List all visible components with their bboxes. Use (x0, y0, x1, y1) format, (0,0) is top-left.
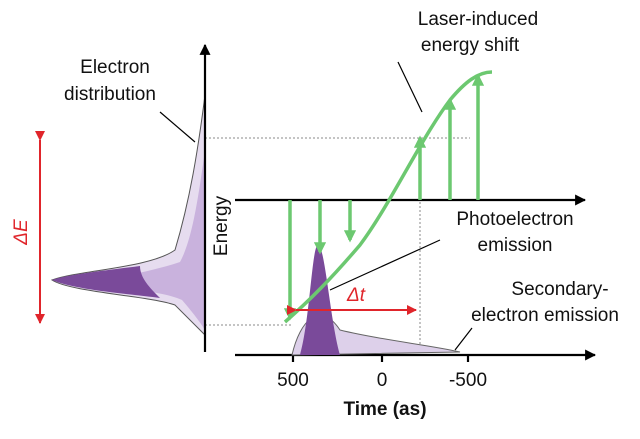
shift-arrows (283, 73, 485, 321)
photo-peak (300, 245, 340, 355)
axis-title: Time (as) (343, 399, 426, 420)
label: electron emission (471, 305, 619, 326)
tick-label: 500 (277, 370, 309, 391)
tick-label: 0 (377, 370, 388, 391)
label: Electron (80, 57, 150, 78)
energy-shift-curve (283, 70, 493, 324)
guide (205, 137, 470, 355)
tick (291, 355, 470, 362)
label: energy shift (421, 35, 520, 56)
label: Secondary- (511, 279, 608, 300)
label: distribution (64, 84, 156, 105)
pointer (159, 61, 473, 351)
distribution-core (52, 266, 160, 298)
label: emission (478, 235, 553, 256)
delta-t: Δt (346, 285, 366, 306)
label: Laser-induced (418, 9, 538, 30)
distribution-mid (100, 150, 205, 330)
label: Photoelectron (456, 209, 573, 230)
tick-label: -500 (449, 370, 487, 391)
delta-e: ΔE (11, 219, 32, 246)
energy-label: Energy (211, 195, 232, 256)
